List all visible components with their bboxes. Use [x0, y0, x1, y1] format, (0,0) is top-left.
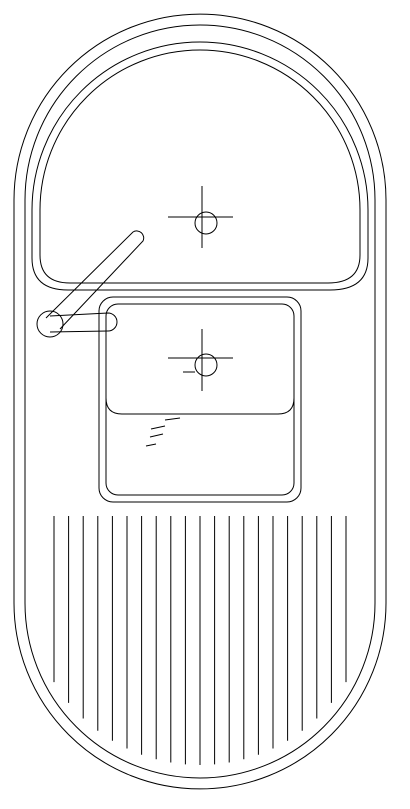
- secondary-bowl-basin-edge: [106, 398, 294, 414]
- drainboard-grooves: [54, 516, 346, 765]
- secondary-bowl-drain: [168, 329, 233, 391]
- main-bowl-drain: [168, 186, 233, 248]
- reflection-marks: [146, 418, 180, 446]
- secondary-bowl-inner: [106, 304, 294, 495]
- faucet-base: [37, 311, 63, 337]
- main-bowl-outer: [32, 42, 368, 290]
- secondary-bowl-outer: [99, 297, 301, 502]
- sink-outer-outline: [14, 14, 386, 789]
- sink-inner-outline: [25, 25, 375, 778]
- faucet: [37, 231, 144, 337]
- main-bowl-inner: [40, 50, 360, 283]
- faucet-lever: [50, 313, 117, 332]
- faucet-spout: [46, 231, 144, 329]
